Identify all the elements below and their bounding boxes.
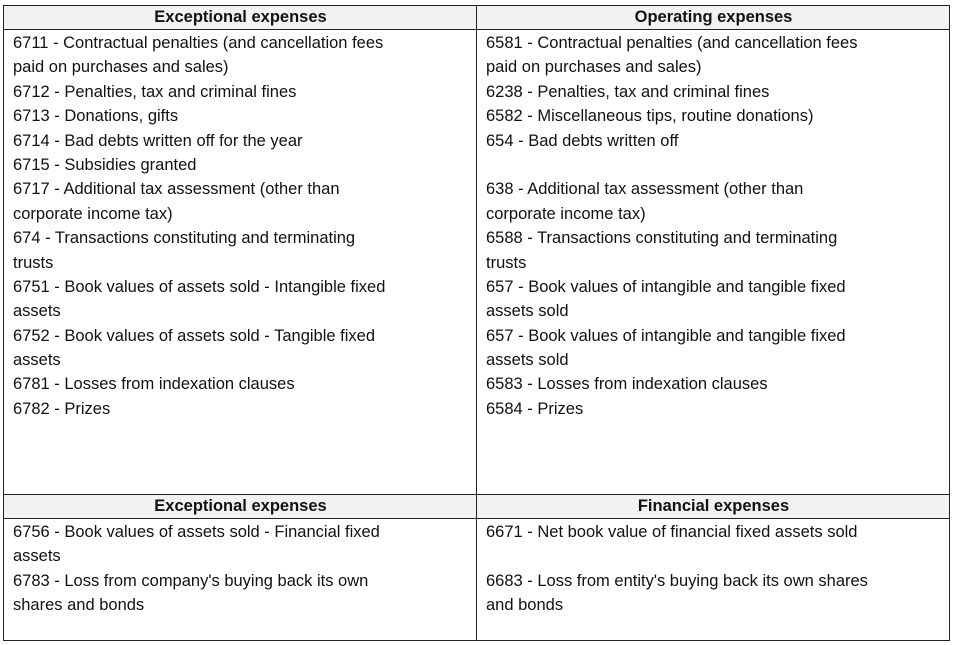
- account-line: paid on purchases and sales): [13, 58, 229, 77]
- account-line: 657 - Book values of intangible and tang…: [486, 326, 846, 345]
- column-header: Exceptional expenses: [3, 494, 477, 519]
- account-line: 6751 - Book values of assets sold - Inta…: [13, 277, 386, 296]
- account-line: [486, 544, 941, 568]
- left-column-cell: 6756 - Book values of assets sold - Fina…: [3, 518, 477, 641]
- account-line: 638 - Additional tax assessment (other t…: [486, 180, 804, 199]
- account-line: 674 - Transactions constituting and term…: [13, 229, 356, 248]
- account-line: 6781 - Losses from indexation clauses: [13, 375, 295, 394]
- account-line: assets sold: [486, 302, 569, 321]
- section-body-row: 6756 - Book values of assets sold - Fina…: [3, 518, 950, 641]
- account-line: 6671 - Net book value of financial fixed…: [486, 523, 858, 541]
- account-line: 6582 - Miscellaneous tips, routine donat…: [486, 107, 814, 126]
- account-line: assets sold: [486, 351, 569, 370]
- account-line: 6683 - Loss from entity's buying back it…: [486, 571, 868, 590]
- account-line: 6713 - Donations, gifts: [13, 107, 179, 126]
- right-column-cell: 6581 - Contractual penalties (and cancel…: [476, 29, 950, 495]
- account-line: corporate income tax): [486, 204, 646, 223]
- account-line: 6783 - Loss from company's buying back i…: [13, 571, 369, 590]
- right-column-cell: 6671 - Net book value of financial fixed…: [476, 518, 950, 641]
- account-line: trusts: [13, 253, 54, 272]
- account-line: 6588 - Transactions constituting and ter…: [486, 229, 838, 248]
- account-line: 6581 - Contractual penalties (and cancel…: [486, 34, 858, 52]
- column-header: Financial expenses: [476, 494, 950, 519]
- column-header: Operating expenses: [476, 5, 950, 30]
- account-line: assets: [13, 351, 61, 370]
- account-line: 6782 - Prizes: [13, 399, 111, 418]
- column-header: Exceptional expenses: [3, 5, 477, 30]
- account-line: 6714 - Bad debts written off for the yea…: [13, 131, 303, 150]
- account-line: 6717 - Additional tax assessment (other …: [13, 180, 340, 199]
- account-line: 6584 - Prizes: [486, 399, 584, 418]
- section-header-row: Exceptional expenses Operating expenses: [3, 5, 950, 30]
- account-line: 654 - Bad debts written off: [486, 131, 679, 150]
- account-line: shares and bonds: [13, 596, 145, 615]
- section-body-row: 6711 - Contractual penalties (and cancel…: [3, 29, 950, 495]
- account-line: 657 - Book values of intangible and tang…: [486, 277, 846, 296]
- account-line: corporate income tax): [13, 204, 173, 223]
- account-line: 6711 - Contractual penalties (and cancel…: [13, 34, 384, 52]
- left-column-cell: 6711 - Contractual penalties (and cancel…: [3, 29, 477, 495]
- account-line: [486, 153, 941, 177]
- account-line: assets: [13, 547, 61, 566]
- account-line: 6238 - Penalties, tax and criminal fines: [486, 82, 770, 101]
- account-line: trusts: [486, 253, 527, 272]
- account-line: 6712 - Penalties, tax and criminal fines: [13, 82, 297, 101]
- section-header-row: Exceptional expenses Financial expenses: [3, 494, 950, 519]
- account-line: 6715 - Subsidies granted: [13, 155, 197, 174]
- account-line: paid on purchases and sales): [486, 58, 702, 77]
- account-line: 6756 - Book values of assets sold - Fina…: [13, 523, 380, 541]
- account-line: assets: [13, 302, 61, 321]
- account-line: and bonds: [486, 596, 564, 615]
- account-line: 6583 - Losses from indexation clauses: [486, 375, 768, 394]
- expense-mapping-table: Exceptional expenses Operating expenses 67…: [3, 5, 950, 641]
- account-line: 6752 - Book values of assets sold - Tang…: [13, 326, 375, 345]
